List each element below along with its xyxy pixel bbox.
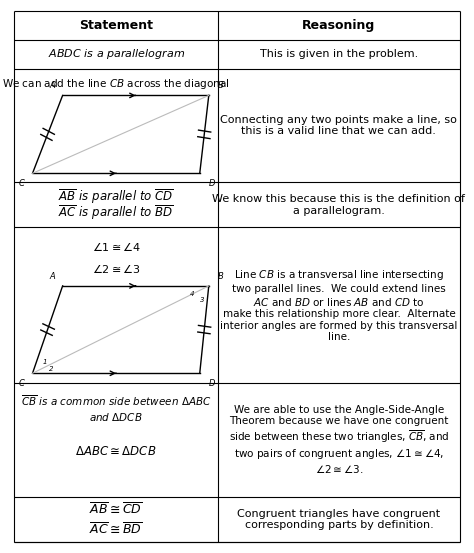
Text: Line $CB$ is a transversal line intersecting
two parallel lines.  We could exten: Line $CB$ is a transversal line intersec… [220, 268, 457, 342]
Text: $\overline{AC} \cong \overline{BD}$: $\overline{AC} \cong \overline{BD}$ [90, 521, 143, 537]
Text: $\angle 2 \cong \angle 3$: $\angle 2 \cong \angle 3$ [92, 262, 140, 275]
Text: C: C [19, 179, 25, 187]
Text: Reasoning: Reasoning [302, 19, 375, 32]
Text: We are able to use the Angle-Side-Angle
Theorem because we have one congruent
si: We are able to use the Angle-Side-Angle … [228, 405, 449, 476]
Text: Congruent triangles have congruent
corresponding parts by definition.: Congruent triangles have congruent corre… [237, 509, 440, 530]
Text: $\angle 1 \cong \angle 4$: $\angle 1 \cong \angle 4$ [91, 240, 141, 253]
Text: B: B [218, 272, 224, 280]
Text: 4: 4 [190, 291, 194, 297]
Text: 3: 3 [200, 297, 204, 303]
Text: $\overline{AB}$ is parallel to $\overline{CD}$: $\overline{AB}$ is parallel to $\overlin… [58, 187, 174, 206]
Text: Statement: Statement [79, 19, 153, 32]
Text: A: A [49, 81, 55, 90]
Text: $\overline{AB} \cong \overline{CD}$: $\overline{AB} \cong \overline{CD}$ [90, 502, 143, 517]
Text: We can add the line $CB$ across the diagonal: We can add the line $CB$ across the diag… [2, 76, 230, 91]
Text: This is given in the problem.: This is given in the problem. [260, 49, 418, 59]
Text: B: B [218, 81, 224, 90]
Text: We know this because this is the definition of
a parallelogram.: We know this because this is the definit… [212, 194, 465, 216]
Text: 1: 1 [42, 359, 47, 366]
Text: D: D [209, 179, 215, 187]
Text: $\overline{AC}$ is parallel to $\overline{BD}$: $\overline{AC}$ is parallel to $\overlin… [58, 204, 174, 222]
Text: A: A [49, 272, 55, 280]
Text: Connecting any two points make a line, so
this is a valid line that we can add.: Connecting any two points make a line, s… [220, 114, 457, 136]
Text: $\Delta ABC \cong \Delta DCB$: $\Delta ABC \cong \Delta DCB$ [75, 445, 157, 458]
Text: and $\Delta DCB$: and $\Delta DCB$ [89, 411, 143, 423]
Text: C: C [19, 379, 25, 388]
Text: 2: 2 [49, 366, 54, 372]
Text: $\overline{CB}$ is a common side between $\Delta ABC$: $\overline{CB}$ is a common side between… [21, 393, 211, 408]
Text: $ABDC$ is a parallelogram: $ABDC$ is a parallelogram [47, 47, 185, 61]
Text: D: D [209, 379, 215, 388]
